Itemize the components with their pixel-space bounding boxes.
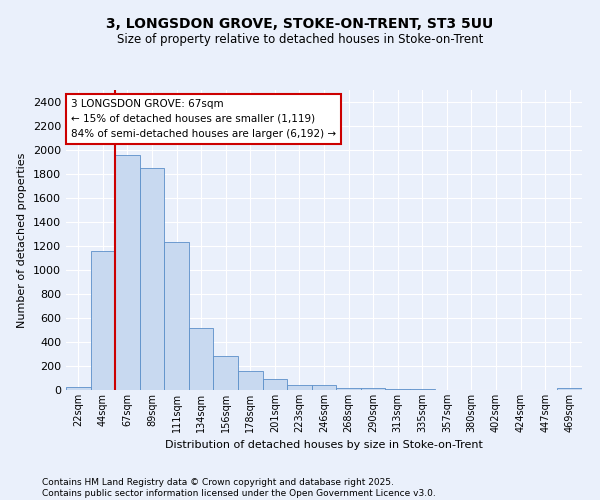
Bar <box>115 155 140 390</box>
Text: Size of property relative to detached houses in Stoke-on-Trent: Size of property relative to detached ho… <box>117 32 483 46</box>
Bar <box>336 388 361 390</box>
Bar <box>91 251 115 390</box>
Y-axis label: Number of detached properties: Number of detached properties <box>17 152 28 328</box>
Bar <box>164 242 189 390</box>
Bar <box>312 384 336 390</box>
Bar <box>361 388 385 390</box>
Bar <box>557 388 582 390</box>
Bar <box>66 387 91 390</box>
Text: 3, LONGSDON GROVE, STOKE-ON-TRENT, ST3 5UU: 3, LONGSDON GROVE, STOKE-ON-TRENT, ST3 5… <box>106 18 494 32</box>
Bar <box>140 168 164 390</box>
Text: 3 LONGSDON GROVE: 67sqm
← 15% of detached houses are smaller (1,119)
84% of semi: 3 LONGSDON GROVE: 67sqm ← 15% of detache… <box>71 99 336 138</box>
X-axis label: Distribution of detached houses by size in Stoke-on-Trent: Distribution of detached houses by size … <box>165 440 483 450</box>
Bar <box>385 389 410 390</box>
Text: Contains HM Land Registry data © Crown copyright and database right 2025.
Contai: Contains HM Land Registry data © Crown c… <box>42 478 436 498</box>
Bar <box>263 378 287 390</box>
Bar <box>189 328 214 390</box>
Bar <box>214 356 238 390</box>
Bar <box>238 372 263 390</box>
Bar <box>287 384 312 390</box>
